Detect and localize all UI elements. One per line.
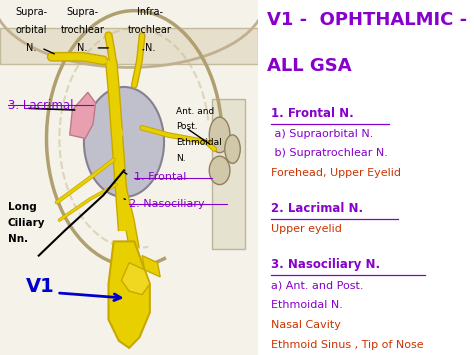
Text: N.: N. <box>77 43 88 53</box>
Text: Nasal Cavity: Nasal Cavity <box>271 320 341 330</box>
Text: 3. Nasociliary N.: 3. Nasociliary N. <box>271 258 381 271</box>
Polygon shape <box>0 0 258 355</box>
Text: ALL GSA: ALL GSA <box>267 57 352 75</box>
Polygon shape <box>121 263 150 295</box>
Text: orbital: orbital <box>15 25 47 35</box>
Text: Ant. and: Ant. and <box>176 106 214 115</box>
Text: Upper eyelid: Upper eyelid <box>271 224 342 234</box>
Text: 3. Lacrimal: 3. Lacrimal <box>8 99 73 113</box>
Polygon shape <box>109 241 150 348</box>
Text: Ethmoidal N.: Ethmoidal N. <box>271 300 343 310</box>
Text: Infra-: Infra- <box>137 7 163 17</box>
Text: V1 -  OPHTHALMIC -: V1 - OPHTHALMIC - <box>267 11 467 29</box>
Polygon shape <box>70 92 96 138</box>
Text: trochlear: trochlear <box>128 25 172 35</box>
Text: a) Supraorbital N.: a) Supraorbital N. <box>271 129 374 138</box>
Text: Long: Long <box>8 202 36 212</box>
Text: Ciliary: Ciliary <box>8 218 45 228</box>
Text: 2. Nasociliary: 2. Nasociliary <box>129 199 205 209</box>
Text: Supra-: Supra- <box>67 7 99 17</box>
Text: Ethmoid Sinus , Tip of Nose: Ethmoid Sinus , Tip of Nose <box>271 340 424 350</box>
Ellipse shape <box>209 156 230 185</box>
Text: a) Ant. and Post.: a) Ant. and Post. <box>271 280 364 290</box>
Text: N.: N. <box>145 43 155 53</box>
Text: Supra-: Supra- <box>15 7 47 17</box>
Circle shape <box>84 87 164 197</box>
Text: N.: N. <box>26 43 36 53</box>
Ellipse shape <box>209 117 230 153</box>
Text: 1. Frontal: 1. Frontal <box>134 172 187 182</box>
Text: Nn.: Nn. <box>8 234 28 244</box>
Text: Post.: Post. <box>176 122 197 131</box>
Polygon shape <box>142 256 160 277</box>
Text: Forehead, Upper Eyelid: Forehead, Upper Eyelid <box>271 168 401 178</box>
Polygon shape <box>0 28 258 64</box>
Text: trochlear: trochlear <box>61 25 105 35</box>
Text: 1. Frontal N.: 1. Frontal N. <box>271 106 354 120</box>
Text: V1: V1 <box>26 277 55 296</box>
Circle shape <box>112 126 123 140</box>
Ellipse shape <box>225 135 240 163</box>
Polygon shape <box>212 99 246 248</box>
Text: N.: N. <box>176 154 185 163</box>
Text: Ethmoidal: Ethmoidal <box>176 138 221 147</box>
Text: 2. Lacrimal N.: 2. Lacrimal N. <box>271 202 364 215</box>
Text: b) Supratrochlear N.: b) Supratrochlear N. <box>271 148 388 158</box>
